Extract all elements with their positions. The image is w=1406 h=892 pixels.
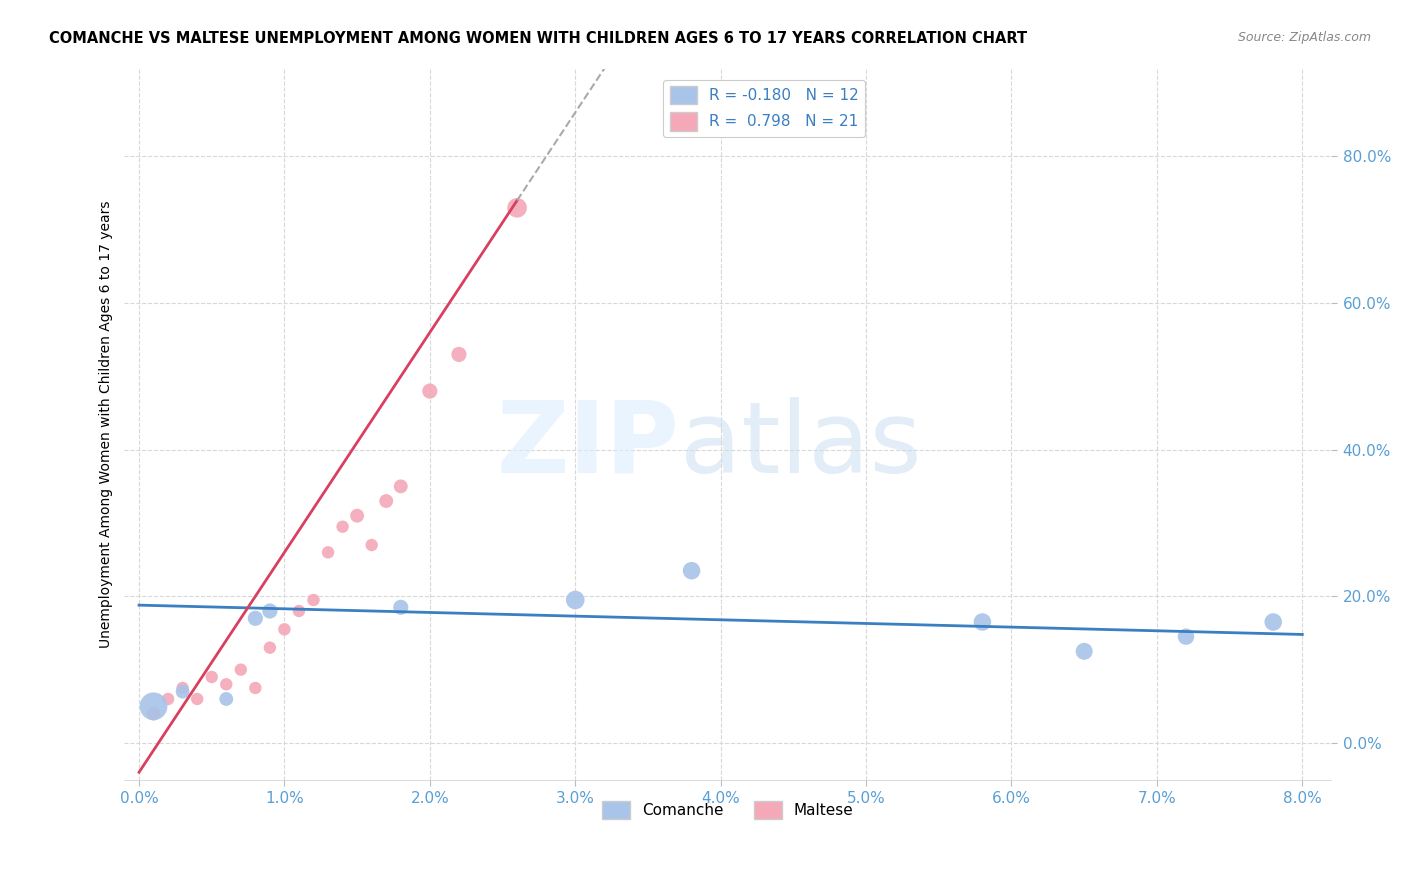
Point (389, 479, 412, 493)
Point (564, 593, 586, 607)
Point (259, 604, 281, 618)
Point (1073, 644, 1095, 658)
Text: ZIP: ZIP (496, 397, 679, 494)
Point (157, 692, 180, 706)
Point (245, 611, 267, 625)
Point (302, 593, 325, 607)
Point (259, 640, 281, 655)
Point (447, 347, 470, 361)
Point (389, 600, 412, 615)
Point (172, 684, 194, 698)
Point (288, 604, 311, 618)
Point (346, 508, 368, 523)
Point (142, 699, 165, 714)
Point (360, 538, 382, 552)
Point (375, 494, 398, 508)
Y-axis label: Unemployment Among Women with Children Ages 6 to 17 years: Unemployment Among Women with Children A… (100, 201, 114, 648)
Point (172, 681, 194, 695)
Legend: Comanche, Maltese: Comanche, Maltese (596, 795, 859, 825)
Point (273, 623, 295, 637)
Point (972, 615, 994, 629)
Point (1263, 615, 1285, 629)
Point (506, 201, 529, 215)
Point (229, 663, 252, 677)
Point (681, 564, 703, 578)
Point (215, 692, 238, 706)
Point (1175, 630, 1198, 644)
Point (142, 706, 165, 721)
Point (245, 681, 267, 695)
Text: atlas: atlas (679, 397, 921, 494)
Point (186, 692, 208, 706)
Point (316, 545, 339, 559)
Point (419, 384, 441, 398)
Text: Source: ZipAtlas.com: Source: ZipAtlas.com (1237, 31, 1371, 45)
Point (332, 519, 354, 533)
Point (201, 670, 224, 684)
Point (215, 677, 238, 691)
Text: COMANCHE VS MALTESE UNEMPLOYMENT AMONG WOMEN WITH CHILDREN AGES 6 TO 17 YEARS CO: COMANCHE VS MALTESE UNEMPLOYMENT AMONG W… (49, 31, 1028, 46)
